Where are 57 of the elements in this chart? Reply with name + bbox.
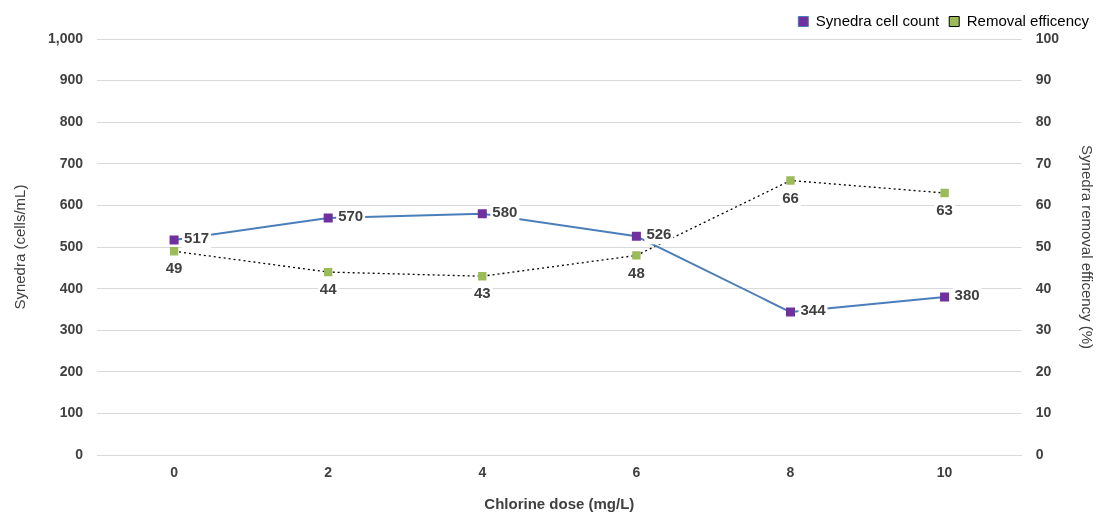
- y-tick-label: 800: [59, 113, 84, 130]
- x-tick-label: 4: [478, 464, 487, 481]
- point: [632, 251, 641, 260]
- y-tick-label: 600: [59, 196, 84, 213]
- x-tick-label: 2: [324, 464, 333, 481]
- x-tick-label: 8: [786, 464, 795, 481]
- point: [940, 188, 949, 198]
- y2-tick-label: 90: [1035, 71, 1052, 88]
- x-axis-title: Chlorine dose (mg/L): [484, 495, 635, 513]
- point: [169, 247, 179, 256]
- point: [786, 176, 795, 185]
- data-label: 526: [646, 225, 672, 243]
- point: [940, 292, 950, 302]
- data-label: 48: [628, 263, 645, 281]
- y2-axis-title: Synedra removal efficency (%): [1078, 145, 1096, 350]
- y-tick-label: 0: [75, 446, 84, 463]
- y2-tick-label: 0: [1035, 446, 1044, 463]
- y2-tick-label: 50: [1035, 237, 1052, 254]
- y2-tick-label: 70: [1035, 154, 1052, 171]
- y-tick-label: 900: [59, 71, 84, 88]
- point: [169, 235, 179, 245]
- y2-tick-label: 30: [1035, 321, 1052, 338]
- point: [323, 213, 333, 223]
- data-label: 380: [954, 286, 980, 304]
- y-tick-label: 200: [59, 362, 84, 379]
- y2-tick-label: 60: [1035, 196, 1052, 213]
- y2-tick-label: 100: [1035, 29, 1060, 46]
- data-label: 44: [319, 280, 338, 298]
- data-label: 63: [936, 201, 953, 219]
- data-label: 517: [184, 229, 210, 247]
- data-label: 344: [800, 301, 827, 319]
- x-tick-label: 10: [936, 464, 953, 481]
- legend-label: Removal efficency: [966, 11, 1090, 29]
- x-tick-label: 6: [632, 464, 641, 481]
- point: [785, 307, 796, 317]
- legend-label: Synedra cell count: [815, 11, 941, 29]
- x-tick-label: 0: [170, 464, 179, 481]
- y2-tick-label: 10: [1035, 404, 1052, 421]
- point: [478, 272, 487, 281]
- y2-tick-label: 20: [1035, 362, 1052, 379]
- point: [477, 209, 487, 219]
- data-label: 43: [473, 284, 491, 302]
- y-tick-label: 100: [59, 404, 84, 421]
- data-label: 49: [165, 259, 183, 277]
- point: [631, 231, 641, 241]
- y-tick-label: 400: [59, 279, 84, 296]
- y-tick-label: 500: [59, 237, 84, 254]
- y-tick-label: 700: [59, 154, 84, 171]
- y-tick-label: 300: [59, 321, 84, 338]
- y2-tick-label: 40: [1035, 279, 1052, 296]
- y-axis-title: Synedra (cells/mL): [11, 184, 29, 310]
- data-label: 580: [492, 202, 518, 220]
- data-label: 570: [338, 207, 364, 225]
- y2-tick-label: 80: [1035, 113, 1052, 130]
- y-tick-label: 1,000: [47, 29, 84, 46]
- point: [324, 267, 333, 277]
- data-label: 66: [782, 188, 799, 206]
